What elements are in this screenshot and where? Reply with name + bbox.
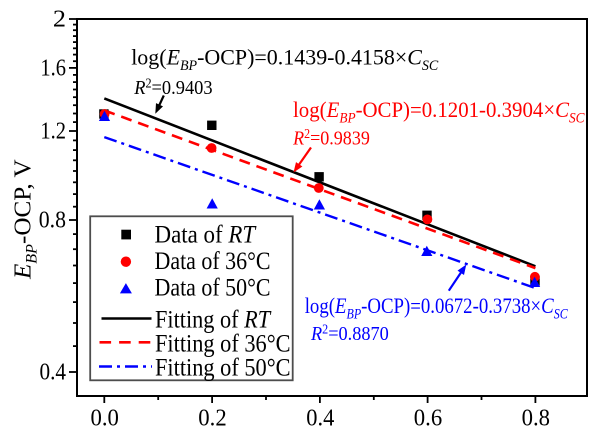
svg-text:log(EBP-OCP)=0.0672-0.3738×CSC: log(EBP-OCP)=0.0672-0.3738×CSC bbox=[305, 295, 568, 322]
svg-text:log(EBP-OCP)=0.1201-0.3904×CSC: log(EBP-OCP)=0.1201-0.3904×CSC bbox=[293, 97, 585, 125]
svg-text:Data of 36°C: Data of 36°C bbox=[155, 248, 271, 276]
svg-text:0.6: 0.6 bbox=[414, 405, 442, 432]
svg-text:R2=0.9839: R2=0.9839 bbox=[292, 126, 370, 150]
svg-text:0.8: 0.8 bbox=[522, 405, 550, 432]
svg-text:Fitting of 36°C: Fitting of 36°C bbox=[155, 330, 291, 357]
svg-text:Data of RT: Data of RT bbox=[155, 222, 257, 249]
svg-text:1.6: 1.6 bbox=[40, 54, 66, 81]
svg-text:0.8: 0.8 bbox=[39, 207, 66, 233]
svg-text:Data of 50°C: Data of 50°C bbox=[155, 274, 271, 302]
svg-text:0.0: 0.0 bbox=[91, 405, 119, 432]
svg-text:EBP-OCP, V: EBP-OCP, V bbox=[10, 159, 40, 280]
svg-text:R2=0.8870: R2=0.8870 bbox=[310, 322, 389, 346]
svg-text:0.4: 0.4 bbox=[306, 405, 334, 432]
svg-text:0.4: 0.4 bbox=[39, 359, 66, 385]
svg-text:1.2: 1.2 bbox=[40, 117, 66, 144]
svg-text:R2=0.9403: R2=0.9403 bbox=[133, 76, 212, 99]
svg-text:Fitting of RT: Fitting of RT bbox=[155, 306, 272, 333]
svg-text:2: 2 bbox=[53, 7, 66, 33]
svg-text:Fitting of 50°C: Fitting of 50°C bbox=[155, 355, 291, 382]
svg-text:0.2: 0.2 bbox=[198, 405, 226, 432]
svg-text:log(EBP-OCP)=0.1439-0.4158×CSC: log(EBP-OCP)=0.1439-0.4158×CSC bbox=[131, 45, 439, 75]
